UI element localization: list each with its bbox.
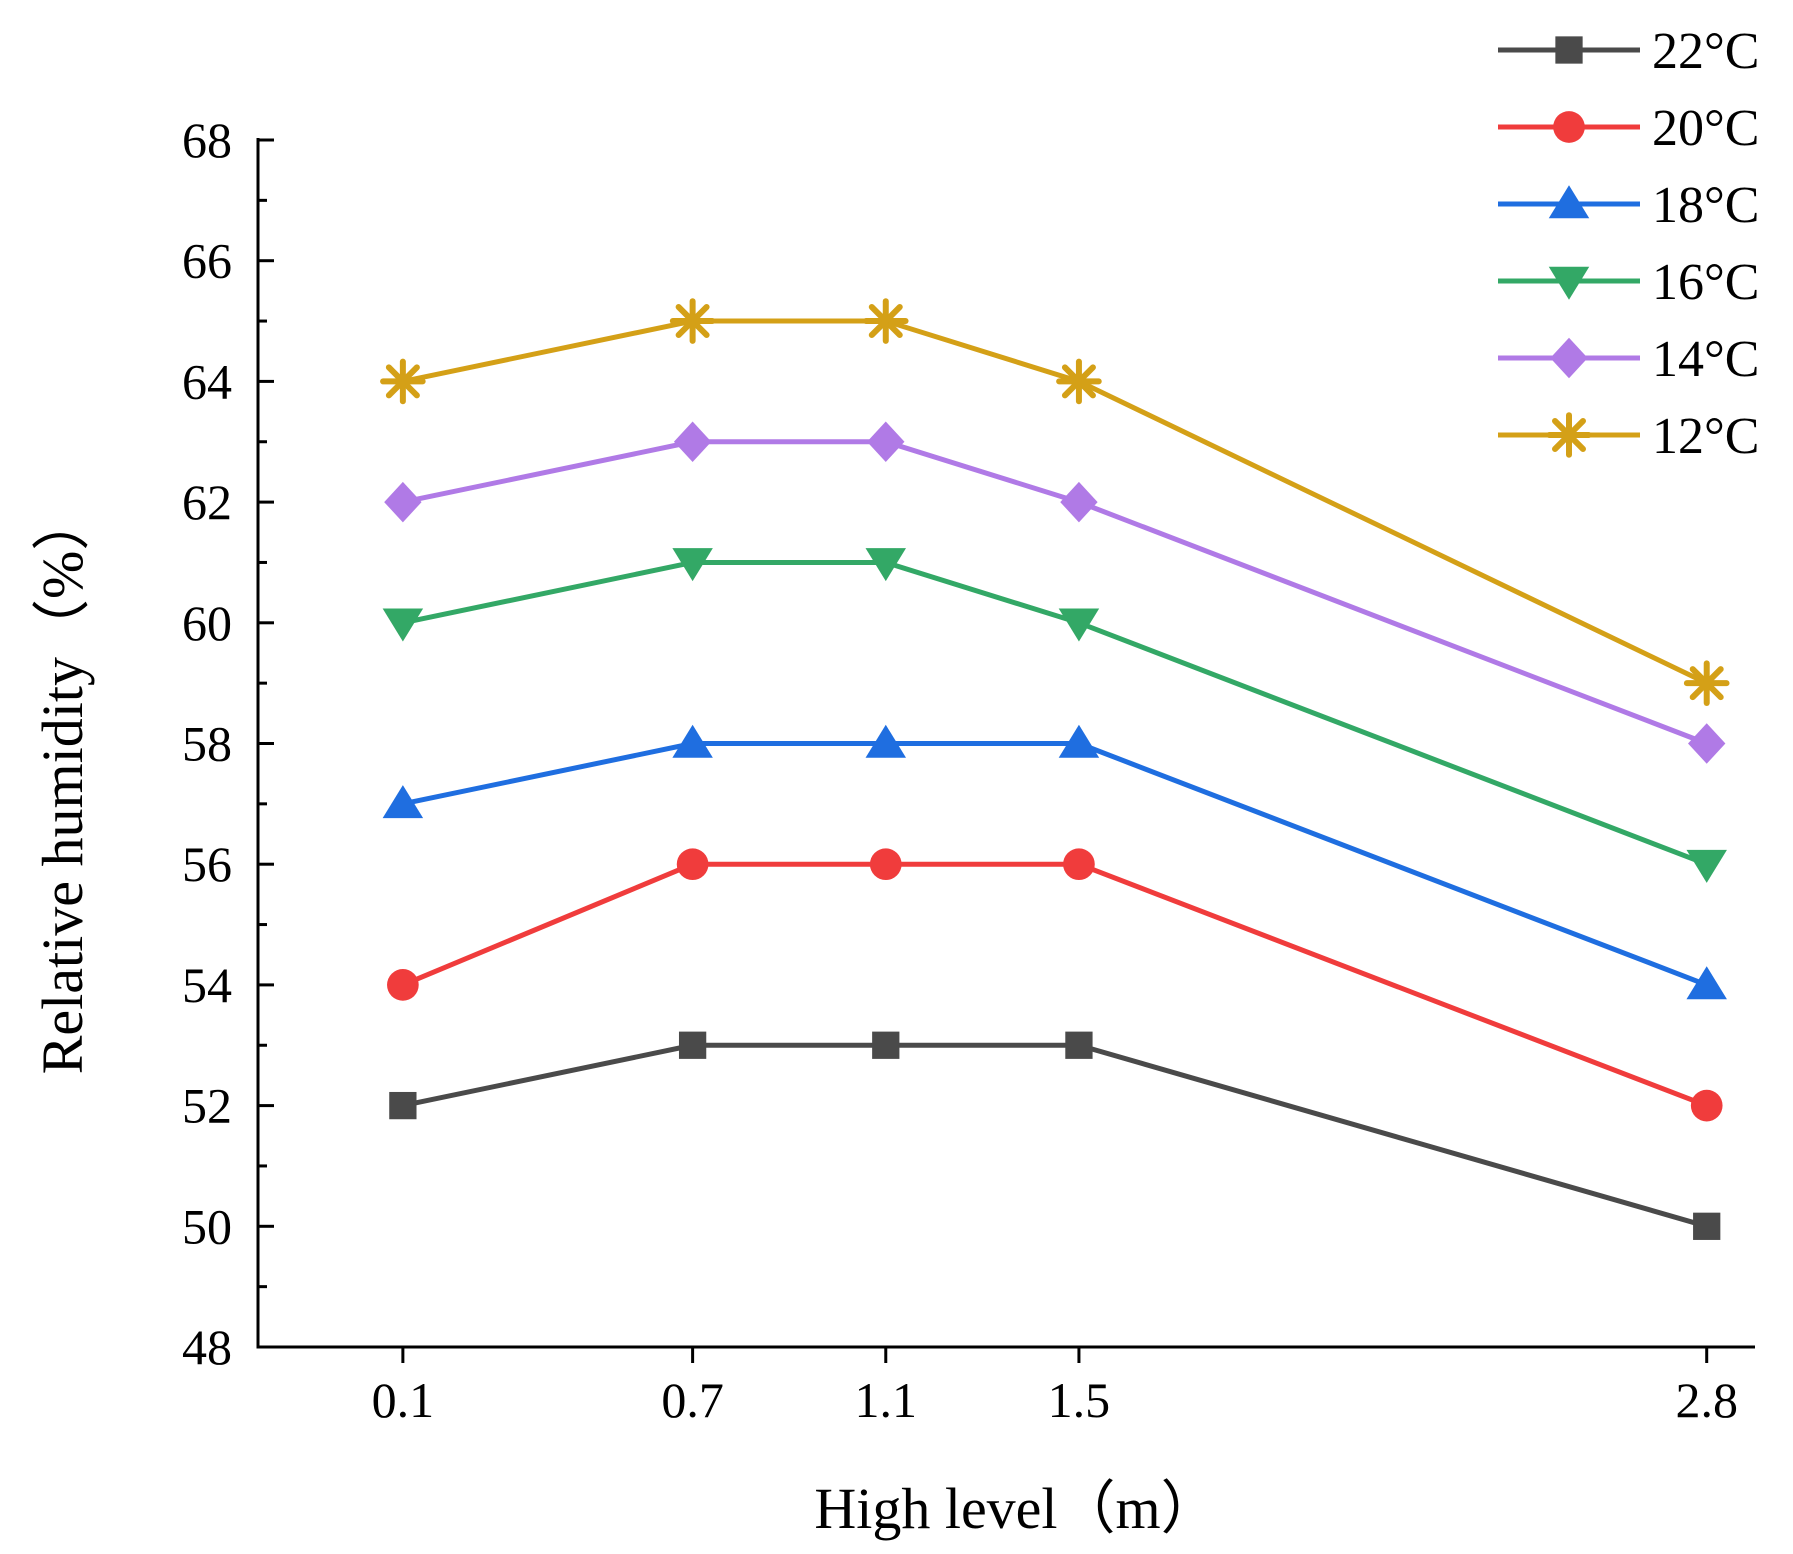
data-point xyxy=(382,608,424,642)
y-tick-label: 52 xyxy=(182,1078,232,1134)
x-tick-label: 0.7 xyxy=(661,1372,724,1428)
data-point xyxy=(1065,1031,1093,1059)
x-axis-title: High level（m） xyxy=(814,1476,1218,1541)
series-line xyxy=(402,559,1708,867)
legend-label: 14°C xyxy=(1652,331,1759,388)
data-point xyxy=(865,548,907,582)
legend-label: 18°C xyxy=(1652,177,1759,234)
series-line xyxy=(402,318,1708,686)
legend-item: 16°C xyxy=(1498,254,1759,311)
asterisk-stroke xyxy=(675,304,710,339)
series-line xyxy=(401,861,1708,1108)
y-tick-label: 64 xyxy=(182,353,232,409)
legend: 22°C 20°C 18°C 16°C 14°C 12°C xyxy=(1498,23,1759,465)
data-point xyxy=(865,724,907,758)
axes: 48 50 52 54 56 58 60 62 64 66 68 0.1 0.7 1.1 1.5 2.8 xyxy=(182,112,1755,1428)
data-point xyxy=(672,548,713,582)
x-tick-label: 2.8 xyxy=(1675,1372,1738,1428)
y-tick-label: 68 xyxy=(182,112,232,168)
data-point xyxy=(380,358,426,405)
legend-marker xyxy=(1548,266,1590,300)
data-point xyxy=(1063,848,1095,881)
series-18c xyxy=(382,724,1727,1000)
data-point xyxy=(1056,358,1102,405)
legend-label: 22°C xyxy=(1652,23,1759,80)
data-point xyxy=(1686,966,1727,1000)
data-point xyxy=(867,421,905,462)
data-point xyxy=(869,848,902,881)
data-point xyxy=(1686,849,1727,883)
data-point xyxy=(676,848,709,881)
asterisk-stroke xyxy=(1061,364,1096,399)
data-point xyxy=(1060,481,1098,523)
series-layer xyxy=(380,298,1730,1240)
data-point xyxy=(389,1091,417,1120)
y-axis-title: Relative humidity（%） xyxy=(30,493,95,1075)
series-12c xyxy=(380,298,1730,706)
data-point xyxy=(1683,660,1730,706)
legend-item: 22°C xyxy=(1498,23,1759,80)
data-point xyxy=(382,785,424,819)
legend-item: 20°C xyxy=(1498,100,1759,157)
x-tick-label: 1.1 xyxy=(855,1372,918,1428)
legend-label: 20°C xyxy=(1652,100,1759,157)
y-tick-label: 62 xyxy=(182,474,232,530)
legend-marker xyxy=(1553,111,1585,143)
data-point xyxy=(862,298,909,344)
data-point xyxy=(384,481,422,523)
data-point xyxy=(678,1031,707,1059)
y-tick-label: 54 xyxy=(182,957,232,1013)
legend-label: 12°C xyxy=(1652,408,1759,465)
y-tick-label: 50 xyxy=(182,1198,232,1254)
data-point xyxy=(672,724,713,758)
data-point xyxy=(673,421,712,462)
asterisk-stroke xyxy=(868,304,903,339)
y-tick-label: 48 xyxy=(182,1319,232,1375)
legend-marker xyxy=(1548,185,1590,219)
data-point xyxy=(1693,1212,1721,1240)
y-tick-label: 60 xyxy=(182,595,232,651)
series-20c xyxy=(387,848,1723,1122)
legend-item: 14°C xyxy=(1498,331,1759,388)
data-point xyxy=(669,298,716,344)
asterisk-stroke xyxy=(1689,666,1724,701)
legend-label: 16°C xyxy=(1652,254,1759,311)
x-tick-label: 0.1 xyxy=(372,1372,435,1428)
legend-item: 12°C xyxy=(1498,408,1759,465)
data-point xyxy=(872,1031,900,1059)
data-point xyxy=(1688,723,1726,764)
legend-marker xyxy=(1546,412,1592,458)
legend-item: 18°C xyxy=(1498,177,1759,234)
series-16c xyxy=(382,548,1727,883)
y-tick-label: 58 xyxy=(182,716,232,772)
series-line xyxy=(402,1042,1708,1229)
data-point xyxy=(1690,1089,1723,1122)
series-22c xyxy=(389,1031,1721,1240)
series-line xyxy=(402,439,1708,746)
series-14c xyxy=(384,421,1726,764)
y-tick-label: 66 xyxy=(182,233,232,289)
y-tick-label: 56 xyxy=(182,836,232,892)
data-point xyxy=(1058,724,1100,758)
asterisk-stroke xyxy=(1551,417,1587,453)
data-point xyxy=(387,969,419,1001)
x-tick-label: 1.5 xyxy=(1048,1372,1111,1428)
legend-marker xyxy=(1555,36,1583,64)
data-point xyxy=(1058,608,1100,642)
asterisk-stroke xyxy=(385,364,420,399)
legend-marker xyxy=(1550,337,1588,379)
